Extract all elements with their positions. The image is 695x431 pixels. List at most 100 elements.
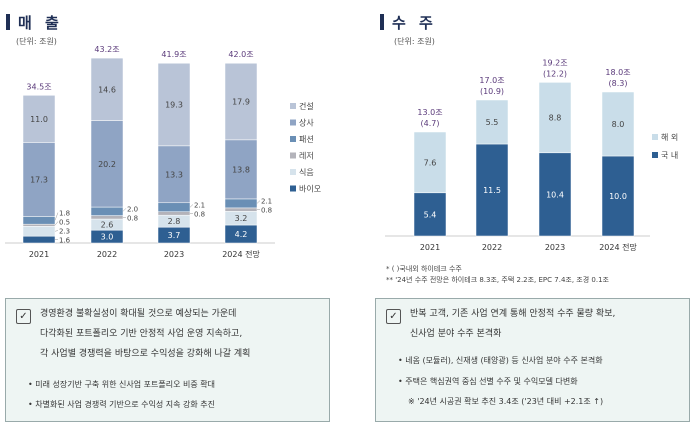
legend-swatch [290,119,296,126]
bar-segment [475,99,509,145]
bar-segment [224,207,258,212]
data-label: 2.0 [127,205,138,213]
bar-segment [90,120,124,208]
bar-segment [538,82,572,154]
bar-segment [90,57,124,121]
bullet: • 주택은 핵심권역 중심 선별 수주 및 수익모델 다변화 [398,377,578,386]
subtotal-label: (8.3) [609,79,628,88]
data-label: 11.0 [30,115,48,124]
total-label: 42.0조 [228,50,253,59]
legend-label: 식음 [299,168,314,177]
data-label-leader [54,221,59,226]
data-label: 3.7 [168,231,181,240]
data-label: 2.1 [261,198,272,206]
data-label: 3.0 [101,233,114,242]
data-label: 19.3 [165,101,183,110]
data-label: 2.8 [168,217,181,226]
data-label: 13.3 [165,170,183,179]
orders-notes: * ( )국내외 하이테크 수주 ** '24년 수주 전망은 하이테크 8.3… [386,264,609,286]
summary-line: 다각화된 포트폴리오 기반 안정적 사업 운영 지속하고, [40,329,243,339]
x-tick-label: 2021 [29,250,49,259]
bullet: • 네옴 (모듈러), 신재생 (태양광) 등 신사업 분야 수주 본격화 [398,356,603,365]
data-label: 5.4 [424,210,437,219]
bar-segment [22,95,56,143]
note: * ( )국내외 하이테크 수주 [386,265,462,273]
data-label: 14.6 [98,85,116,94]
data-label: 2.1 [194,201,205,209]
charts: 1.62.30.51.817.311.034.5조20213.02.60.82.… [5,45,678,259]
data-label: 17.3 [30,175,48,184]
bar-segment [601,91,635,157]
legend-swatch [290,169,296,175]
checkmark-box-icon: ✓ [16,309,31,324]
bar-segment [157,145,191,204]
data-label: 1.6 [59,237,71,245]
bullet: • 미래 성장기반 구축 위한 신사업 포트폴리오 비중 확대 [28,380,215,389]
total-label: 17.0조 [479,76,504,85]
legend-label: 해 외 [661,132,678,142]
note: ** '24년 수주 전망은 하이테크 8.3조, 주택 2.2조, EPC 7… [386,276,609,284]
legend-swatch [290,185,296,192]
legend-label: 상사 [299,118,314,128]
bar-segment [22,235,56,244]
bar-segment [157,211,191,216]
legend-swatch [290,152,296,159]
data-label: 10.4 [546,190,564,199]
x-tick-label: 2024 전망 [222,249,260,259]
bar-segment [22,216,56,225]
checkmark-box-icon: ✓ [386,309,401,324]
x-tick-label: 2024 전망 [599,242,637,252]
data-label: 5.5 [486,118,499,127]
sales-title-text: 매 출 [18,14,63,32]
summary-line: 반복 고객, 기존 사업 연계 통해 안정적 수주 물량 확보, [410,309,616,319]
note-line: ※ '24년 시공권 확보 추진 3.4조 ('23년 대비 +2.1조 ↑) [408,397,604,406]
sales-unit: (단위: 조원) [16,37,57,46]
total-label: 18.0조 [605,68,630,77]
legend-label: 국 내 [661,151,678,160]
data-label: 0.5 [59,219,70,227]
data-label: 2.3 [59,228,70,236]
data-label-leader [54,212,59,221]
legend-swatch [652,152,658,158]
legend-label: 건설 [299,101,314,111]
orders-summary-box: ✓ 반복 고객, 기존 사업 연계 통해 안정적 수주 물량 확보, 신사업 분… [375,298,690,422]
data-label: 4.2 [235,230,248,239]
orders-unit: (단위: 조원) [394,37,435,46]
bar-segment [224,139,258,200]
data-label-leader [122,208,127,212]
bar-segment [90,206,124,216]
bar-segment [413,131,447,194]
sales-summary-box: ✓ 경영환경 불확실성이 확대될 것으로 예상되는 가운데 다각화된 포트폴리오… [5,298,330,422]
legend-swatch [290,103,296,109]
bar-segment [224,62,258,141]
summary-line: 경영환경 불확실성이 확대될 것으로 예상되는 가운데 [40,309,237,319]
data-label: 20.2 [98,160,116,169]
bar-segment [475,143,509,237]
data-label: 0.8 [194,210,205,218]
bar-segment [224,198,258,209]
bar-segment [538,152,572,237]
data-label: 1.8 [59,210,70,218]
bar-segment [90,215,124,220]
orders-title: 수 주 [380,12,437,33]
data-label: 3.2 [235,214,248,223]
data-label: 11.5 [483,186,501,195]
data-label: 0.8 [261,207,272,215]
data-label: 17.9 [232,98,250,107]
bar-segment [157,62,191,147]
bar-segment [157,202,191,213]
x-tick-label: 2021 [420,243,440,252]
bar-segment [413,192,447,237]
data-label: 7.6 [424,158,437,167]
legend-label: 바이오 [299,184,321,194]
summary-line: 각 사업별 경쟁력을 바탕으로 수익성을 강화해 나갈 계획 [40,349,251,359]
data-label: 13.8 [232,165,250,174]
bullet: • 차별화된 사업 경쟁력 기반으로 수익성 지속 강화 추진 [28,400,215,409]
legend-swatch [652,134,658,140]
legend-swatch [290,136,296,142]
total-label: 19.2조 [542,58,567,67]
x-tick-label: 2022 [482,243,502,252]
data-label: 2.6 [101,221,114,230]
subtotal-label: (10.9) [480,87,504,96]
data-label: 10.0 [609,192,627,201]
